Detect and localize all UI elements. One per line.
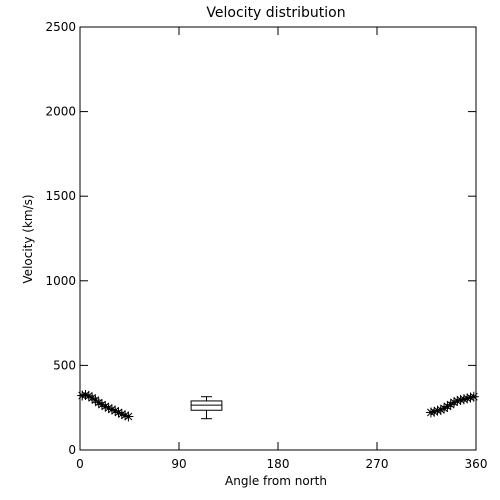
x-tick-label: 360: [465, 457, 488, 471]
asterisk-stroke: [98, 400, 106, 409]
y-axis: 0 500 1000 1500 2000 2500: [45, 20, 476, 457]
x-tick-label: 270: [366, 457, 389, 471]
asterisk-stroke: [94, 398, 103, 407]
asterisk-stroke: [124, 412, 133, 421]
y-tick-label: 2500: [45, 20, 76, 34]
asterisk-stroke: [84, 391, 93, 400]
asterisk-stroke: [81, 391, 90, 399]
chart-title: Velocity distribution: [206, 5, 345, 21]
x-tick-label: 90: [171, 457, 186, 471]
data-point: [468, 391, 479, 402]
y-tick-label: 0: [68, 443, 76, 457]
data-series: [77, 390, 479, 422]
y-tick-label: 1500: [45, 189, 76, 203]
data-point: [123, 411, 134, 422]
asterisk-stroke: [78, 391, 87, 400]
boxplot: [190, 396, 223, 420]
asterisk-stroke: [104, 404, 113, 412]
asterisk-stroke: [88, 393, 96, 402]
x-axis-label: Angle from north: [225, 474, 327, 488]
y-tick-label: 500: [53, 358, 76, 372]
asterisk-stroke: [101, 402, 110, 411]
x-tick-label: 180: [267, 457, 290, 471]
asterisk-stroke: [121, 411, 129, 420]
asterisk-stroke: [91, 396, 100, 404]
y-tick-label: 2000: [45, 105, 76, 119]
y-tick-label: 1000: [45, 274, 76, 288]
asterisk-stroke: [469, 392, 478, 401]
data-point: [445, 399, 456, 410]
asterisk-stroke: [114, 408, 123, 417]
x-axis: 0 90 180 270 360: [76, 27, 487, 471]
plot-frame: [79, 26, 477, 451]
asterisk-stroke: [108, 405, 116, 414]
x-tick-label: 0: [76, 457, 84, 471]
asterisk-stroke: [111, 406, 120, 415]
asterisk-stroke: [117, 410, 126, 419]
y-axis-label: Velocity (km/s): [21, 194, 35, 283]
asterisk-stroke: [456, 396, 465, 404]
